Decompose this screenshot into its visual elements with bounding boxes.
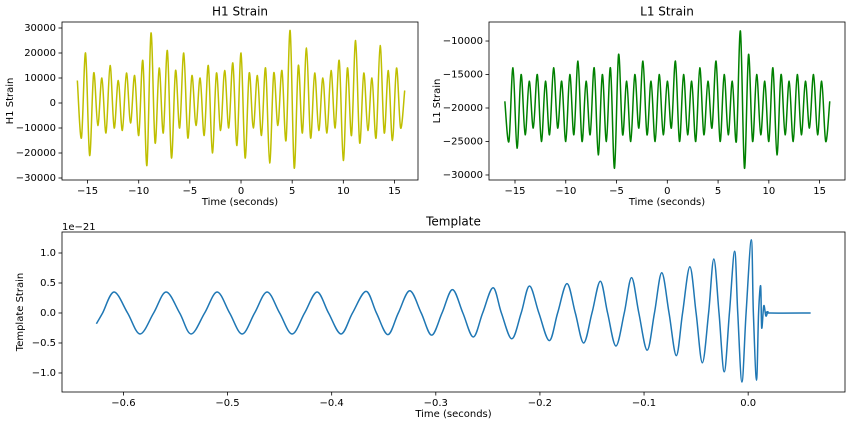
x-tick-label: 0 <box>664 186 670 197</box>
x-tick-label: 0 <box>238 186 244 197</box>
x-tick-label: −5 <box>609 186 624 197</box>
y-axis-label: H1 Strain <box>5 78 16 125</box>
x-tick-label: 10 <box>337 186 350 197</box>
chart-title: L1 Strain <box>640 5 694 19</box>
axes-frame <box>61 231 846 393</box>
y-tick-label: 1.0 <box>40 248 56 259</box>
x-tick-label: −0.3 <box>424 398 448 409</box>
x-tick-label: −0.4 <box>320 398 344 409</box>
x-tick-label: −15 <box>77 186 98 197</box>
x-axis-label: Time (seconds) <box>201 197 278 208</box>
axes-frame <box>488 21 846 181</box>
x-tick-label: 15 <box>813 186 826 197</box>
chart-title: H1 Strain <box>212 5 268 19</box>
y-tick-label: 30000 <box>24 23 56 34</box>
x-tick-label: 15 <box>388 186 401 197</box>
y-axis-label: Template Strain <box>15 273 26 352</box>
axes-frame <box>61 21 419 181</box>
y-tick-label: 10000 <box>24 73 56 84</box>
data-line <box>504 30 831 170</box>
y-tick-label: −15000 <box>443 70 483 81</box>
x-tick-label: 10 <box>762 186 775 197</box>
y-axis-label: L1 Strain <box>432 79 443 124</box>
x-tick-label: −0.5 <box>215 398 239 409</box>
x-tick-label: −0.6 <box>111 398 135 409</box>
y-scale-label: 1e−21 <box>62 222 96 233</box>
x-tick-label: −0.1 <box>632 398 656 409</box>
y-tick-label: 0 <box>50 98 56 109</box>
y-tick-label: 0.5 <box>40 278 56 289</box>
x-axis-label: Time (seconds) <box>628 197 705 208</box>
data-line <box>95 239 811 383</box>
y-tick-label: −10000 <box>443 36 483 47</box>
y-tick-label: −0.5 <box>32 338 56 349</box>
y-tick-label: −25000 <box>443 136 483 147</box>
y-tick-label: −1.0 <box>32 368 56 379</box>
x-tick-label: −15 <box>504 186 525 197</box>
x-tick-label: −5 <box>182 186 197 197</box>
x-tick-label: 5 <box>715 186 721 197</box>
y-tick-label: −30000 <box>16 173 56 184</box>
y-tick-label: −10000 <box>16 123 56 134</box>
y-tick-label: −30000 <box>443 170 483 181</box>
y-tick-label: −20000 <box>16 148 56 159</box>
x-tick-label: −0.2 <box>528 398 552 409</box>
y-tick-label: −20000 <box>443 103 483 114</box>
y-tick-label: 0.0 <box>40 308 56 319</box>
data-line <box>76 29 406 169</box>
chart-title: Template <box>425 215 481 229</box>
y-tick-label: 20000 <box>24 48 56 59</box>
x-axis-label: Time (seconds) <box>414 409 491 420</box>
x-tick-label: −10 <box>555 186 576 197</box>
x-tick-label: 0.0 <box>740 398 756 409</box>
x-tick-label: −10 <box>128 186 149 197</box>
x-tick-label: 5 <box>289 186 295 197</box>
